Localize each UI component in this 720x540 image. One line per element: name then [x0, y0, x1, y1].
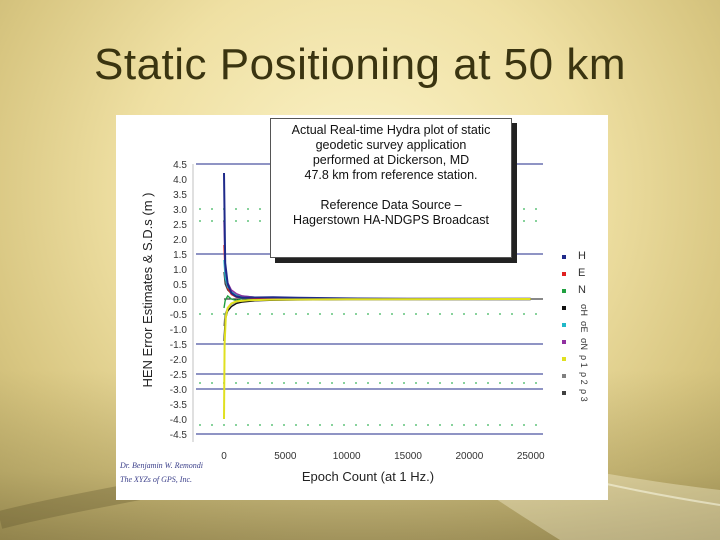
legend-item: ρ 3 [562, 386, 602, 402]
legend-marker [562, 272, 566, 276]
y-tick-label: -4.5 [170, 430, 188, 441]
legend-item: σN [562, 335, 602, 351]
x-axis-label: Epoch Count (at 1 Hz.) [302, 469, 434, 484]
legend-item: H [562, 250, 602, 264]
y-tick-label: 2.0 [173, 235, 187, 246]
series-line-rho-3 [223, 271, 531, 300]
y-tick-label: 4.0 [173, 175, 187, 186]
annotation-description: Actual Real-time Hydra plot of static ge… [271, 123, 511, 183]
legend-label: σE [579, 321, 589, 333]
annotation-source-line: Hagerstown HA-NDGPS Broadcast [293, 213, 489, 227]
legend-marker [562, 306, 566, 310]
y-tick-label: 1.0 [173, 265, 187, 276]
series-line-rho-1 [223, 298, 531, 420]
y-tick-label: 3.0 [173, 205, 187, 216]
legend-item: E [562, 267, 602, 281]
y-tick-label: -1.5 [170, 340, 188, 351]
legend-label: N [578, 284, 586, 296]
y-tick-label: 1.5 [173, 250, 187, 261]
series-line-sigma-H [223, 298, 531, 342]
annotation-line: performed at Dickerson, MD [312, 153, 470, 167]
series-line-rho-2 [223, 298, 531, 327]
series-line-sigma-E [223, 259, 531, 300]
legend-marker [562, 391, 566, 395]
legend-item: ρ 1 [562, 352, 602, 368]
x-tick-label: 0 [221, 451, 227, 462]
legend-item: σE [562, 318, 602, 333]
slide-title: Static Positioning at 50 km [94, 40, 626, 89]
credit-company: The XYZs of GPS, Inc. [120, 475, 192, 484]
annotation-line: Actual Real-time Hydra plot of static [291, 123, 491, 137]
legend-label: ρ 3 [579, 389, 589, 402]
x-tick-label: 20000 [455, 451, 483, 462]
y-tick-label: 2.5 [173, 220, 187, 231]
credit-panel: Dr. Benjamin W. Remondi The XYZs of GPS,… [116, 455, 221, 500]
annotation-line: 47.8 km from reference station. [304, 168, 478, 182]
x-tick-label: 5000 [274, 451, 297, 462]
legend-label: H [578, 250, 586, 262]
legend-marker [562, 374, 566, 378]
legend-label: ρ 1 [579, 355, 589, 368]
y-tick-label: -1.0 [170, 325, 188, 336]
annotation-source-line: Reference Data Source – [320, 198, 462, 212]
x-tick-label: 15000 [394, 451, 422, 462]
y-tick-label: -3.0 [170, 385, 188, 396]
y-tick-label: -3.5 [170, 400, 188, 411]
y-tick-label: -2.0 [170, 355, 188, 366]
credit-author: Dr. Benjamin W. Remondi [120, 461, 204, 470]
legend-item: σH [562, 301, 602, 317]
annotation-box: Actual Real-time Hydra plot of static ge… [270, 118, 512, 258]
legend-label: ρ 2 [579, 372, 589, 385]
y-tick-label: 3.5 [173, 190, 187, 201]
annotation-source: Reference Data Source – Hagerstown HA-ND… [271, 198, 511, 228]
y-tick-label: 4.5 [173, 160, 187, 171]
x-tick-label: 10000 [333, 451, 361, 462]
legend-item: ρ 2 [562, 369, 602, 385]
y-axis-label: HEN Error Estimates & S.D.s (m ) [140, 192, 155, 387]
legend-item: N [562, 284, 602, 298]
x-tick-label: 25000 [517, 451, 545, 462]
y-tick-label: 0.0 [173, 295, 187, 306]
legend-label: σN [579, 338, 589, 351]
legend-marker [562, 340, 566, 344]
y-tick-label: -4.0 [170, 415, 188, 426]
legend-marker [562, 357, 566, 361]
annotation-line: geodetic survey application [315, 138, 467, 152]
legend-label: E [578, 267, 586, 279]
y-tick-label: -0.5 [170, 310, 188, 321]
legend-marker [562, 289, 566, 293]
legend-marker [562, 255, 566, 259]
legend-label: σH [579, 304, 589, 317]
y-tick-label: 0.5 [173, 280, 187, 291]
legend-marker [562, 323, 566, 327]
y-tick-label: -2.5 [170, 370, 188, 381]
